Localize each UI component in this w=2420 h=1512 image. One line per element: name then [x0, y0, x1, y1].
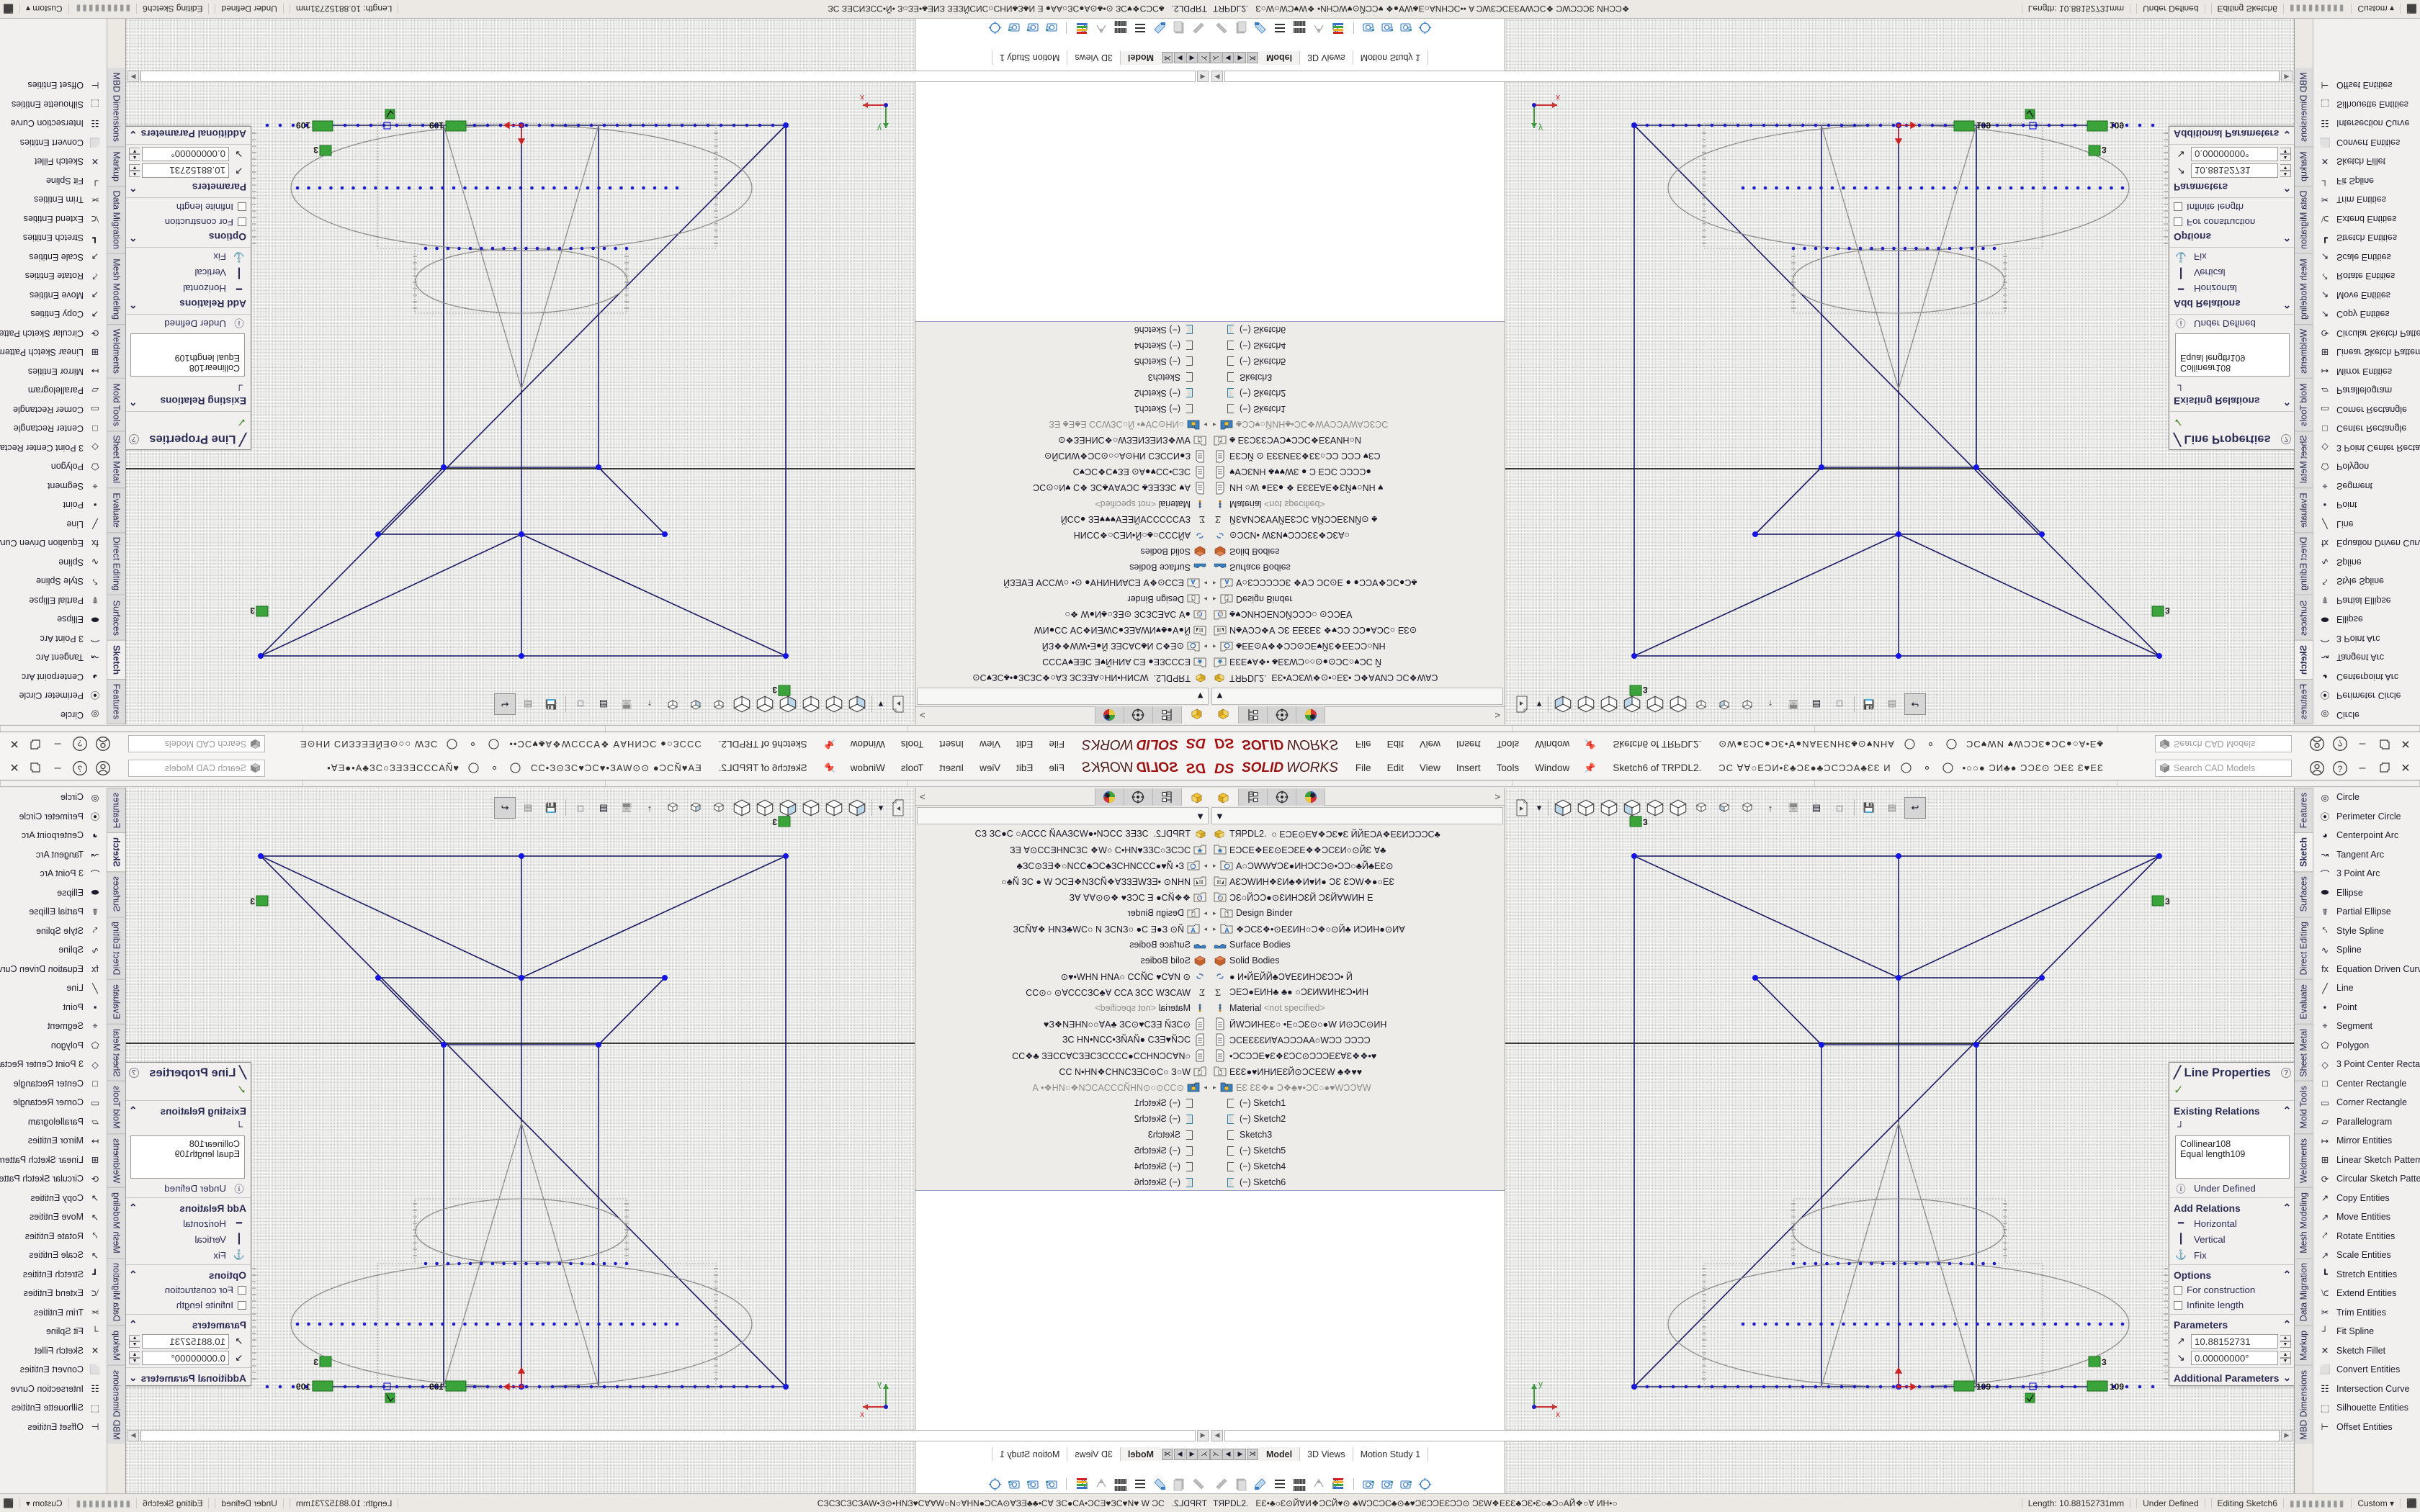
svg-text:109: 109: [2110, 1382, 2124, 1392]
svg-text:109: 109: [296, 1382, 310, 1392]
svg-text:x: x: [1556, 93, 1560, 103]
svg-text:A: A: [1191, 927, 1196, 934]
svg-text:y: y: [1538, 123, 1543, 133]
svg-text:DS: DS: [1214, 736, 1234, 752]
svg-text:A: A: [1191, 578, 1196, 585]
svg-text:3: 3: [313, 145, 318, 155]
svg-text:A: A: [1224, 578, 1229, 585]
svg-text:x: x: [1556, 1409, 1560, 1419]
svg-text:3: 3: [2102, 145, 2107, 155]
svg-text:Σ: Σ: [1215, 988, 1221, 998]
svg-text:109: 109: [429, 120, 444, 130]
svg-text:3: 3: [313, 1357, 318, 1367]
svg-text:DS: DS: [1186, 760, 1206, 776]
svg-text:109: 109: [429, 1382, 444, 1392]
svg-text:109: 109: [296, 120, 310, 130]
svg-text:109: 109: [2110, 120, 2124, 130]
svg-text:3: 3: [2165, 606, 2170, 616]
svg-text:x: x: [860, 1409, 864, 1419]
svg-text:109: 109: [1976, 1382, 1991, 1392]
svg-text:y: y: [877, 123, 882, 133]
svg-text:?: ?: [2338, 764, 2343, 774]
svg-text:3: 3: [2165, 896, 2170, 906]
svg-text:?: ?: [77, 764, 82, 774]
svg-text:DS: DS: [1214, 760, 1234, 776]
svg-text:Σ: Σ: [1215, 514, 1221, 524]
svg-text:Σ: Σ: [1199, 514, 1205, 524]
svg-text:?: ?: [77, 739, 82, 749]
svg-text:109: 109: [1976, 120, 1991, 130]
svg-text:DS: DS: [1186, 736, 1206, 752]
svg-text:y: y: [1538, 1379, 1543, 1389]
svg-text:A: A: [1224, 927, 1229, 934]
svg-text:3: 3: [250, 896, 255, 906]
svg-text:3: 3: [2102, 1357, 2107, 1367]
svg-text:3: 3: [250, 606, 255, 616]
svg-text:Σ: Σ: [1199, 988, 1205, 998]
svg-text:x: x: [860, 93, 864, 103]
svg-text:y: y: [877, 1379, 882, 1389]
svg-text:?: ?: [2338, 739, 2343, 749]
